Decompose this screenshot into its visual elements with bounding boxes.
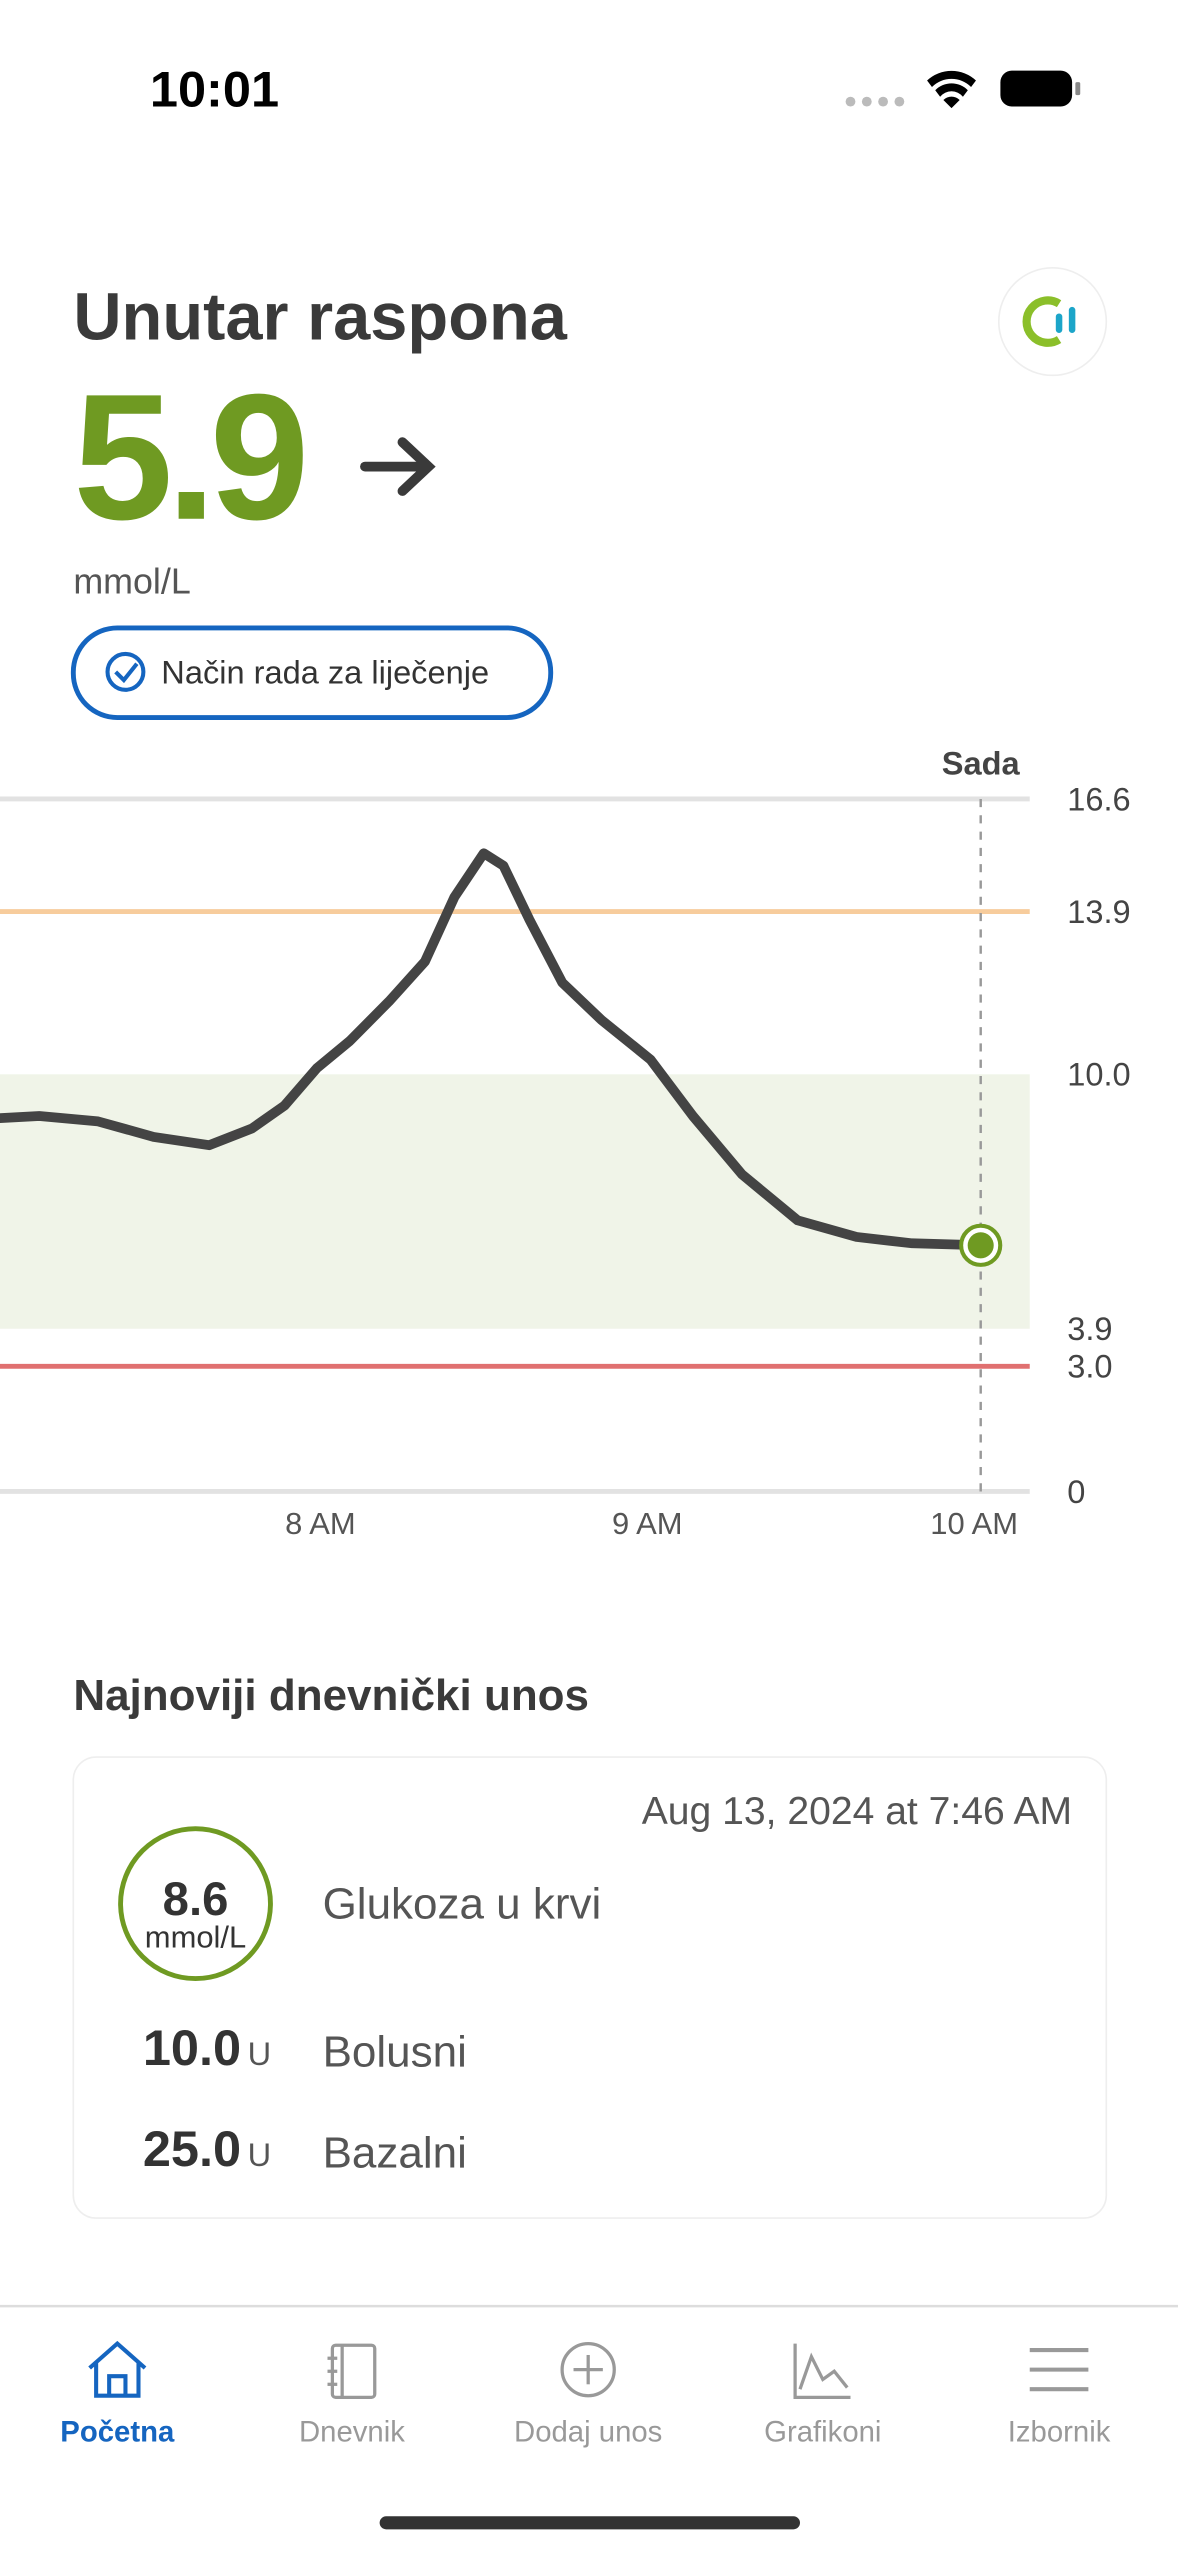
entry-card[interactable] [72, 1756, 1108, 2219]
y-tick-label: 0 [1067, 1474, 1085, 1510]
mode-badge-label: Način rada za liječenje [161, 654, 489, 690]
entry-bolus-value: 10.0 [143, 2019, 241, 2076]
app-logo[interactable] [997, 267, 1108, 377]
tab-label: Grafikoni [764, 2415, 881, 2448]
glucose-value: 5.9 [73, 357, 303, 557]
entry-glucose-value: 8.6 [163, 1873, 229, 1926]
tab-label: Početna [60, 2415, 175, 2448]
status-time: 10:01 [150, 61, 279, 118]
section-title: Najnoviji dnevnički unos [73, 1671, 589, 1720]
entry-glucose-unit: mmol/L [145, 1920, 246, 1955]
mode-badge[interactable] [70, 625, 554, 720]
check-icon [105, 651, 146, 692]
glucose-line [0, 848, 986, 1251]
tab-charts[interactable] [793, 2343, 851, 2399]
entry-basal-label: Bazalni [323, 2129, 467, 2178]
entry-basal-value: 25.0 [143, 2120, 241, 2177]
glucose-chart: 16.6 13.9 10.0 3.93.0 0 8 AM 9 AM 10 AM Sada [0, 746, 1131, 1541]
current-point-core [967, 1232, 994, 1259]
x-tick-label: 10 AM [930, 1506, 1018, 1541]
entry-bolus-unit: U [248, 2036, 272, 2072]
y-tick-label: 10.0 [1067, 1057, 1130, 1093]
y-tick-label: 13.9 [1067, 894, 1130, 930]
tab-label: Dnevnik [299, 2415, 405, 2448]
glucose-unit: mmol/L [73, 562, 190, 602]
target-range [0, 1074, 1030, 1329]
y-tick-label: 3.9 [1067, 1311, 1112, 1347]
entry-date: Aug 13, 2024 at 7:46 AM [642, 1790, 1072, 1833]
glucose-ring [118, 1826, 273, 1982]
tab-add[interactable] [560, 2341, 616, 2398]
home-indicator [379, 2516, 800, 2530]
entry-basal-unit: U [248, 2137, 272, 2173]
tab-labels: Početna Dnevnik Dodaj unos Grafikoni Izborni… [60, 2415, 1110, 2448]
tab-home[interactable] [88, 2340, 147, 2398]
x-tick-label: 9 AM [612, 1506, 683, 1541]
tab-label: Izbornik [1008, 2415, 1111, 2448]
trend-arrow [360, 437, 436, 496]
y-tick-label: 3.0 [1067, 1349, 1112, 1385]
x-tick-label: 8 AM [285, 1506, 356, 1541]
status-icons [845, 70, 1081, 109]
y-tick-label: 16.6 [1067, 781, 1130, 817]
now-label: Sada [942, 746, 1021, 782]
entry-glucose-label: Glukoza u krvi [323, 1879, 602, 1928]
entry-bolus-label: Bolusni [323, 2028, 467, 2077]
tab-menu[interactable] [1029, 2348, 1089, 2392]
status-title: Unutar raspona [73, 281, 567, 355]
tab-diary[interactable] [327, 2343, 377, 2399]
tab-label: Dodaj unos [514, 2415, 662, 2448]
